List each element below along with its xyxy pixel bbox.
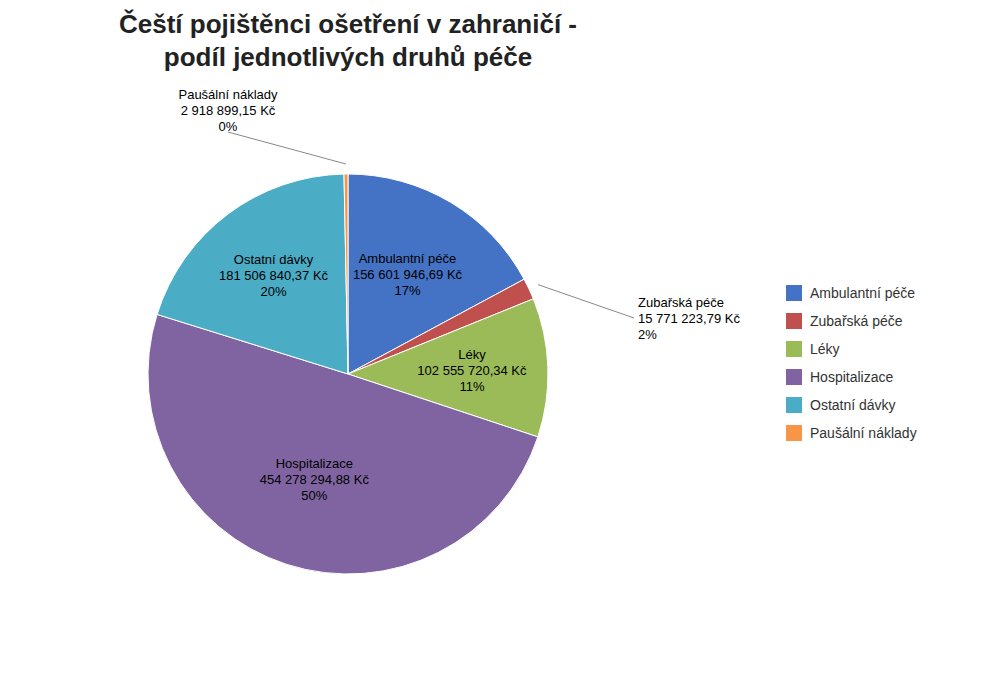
html-text:Paušální náklady: Paušální náklady [810,425,917,441]
html-text:Čeští pojištěnci ošetření v za: Čeští pojištěnci ošetření v zahraničí - [119,9,577,39]
svg-text:Zubařská péče15 771 223,79 Kč2: Zubařská péče15 771 223,79 Kč2% [638,295,740,342]
svg-text:Ambulantní péče156 601 946,69: Ambulantní péče156 601 946,69 Kč17% [353,251,463,298]
svg-text:Hospitalizace454 278 294,88 Kč: Hospitalizace454 278 294,88 Kč50% [260,455,370,502]
html-text:Zubařská péče: Zubařská péče [810,313,903,329]
html-text:Ostatní dávky: Ostatní dávky [810,397,896,413]
svg-text:Paušální náklady2 918 899,15 K: Paušální náklady2 918 899,15 Kč0% [178,87,278,134]
html-text:Ambulantní péče: Ambulantní péče [810,285,916,301]
svg-text:Ostatní dávky181 506 840,37 Kč: Ostatní dávky181 506 840,37 Kč20% [219,251,329,298]
svg-text:Léky102 555 720,34 Kč11%: Léky102 555 720,34 Kč11% [417,346,527,393]
html-text:podíl jednotlivých druhů péče: podíl jednotlivých druhů péče [163,41,533,72]
html-text:Léky: Léky [810,341,840,357]
html-text:Hospitalizace: Hospitalizace [810,369,894,385]
